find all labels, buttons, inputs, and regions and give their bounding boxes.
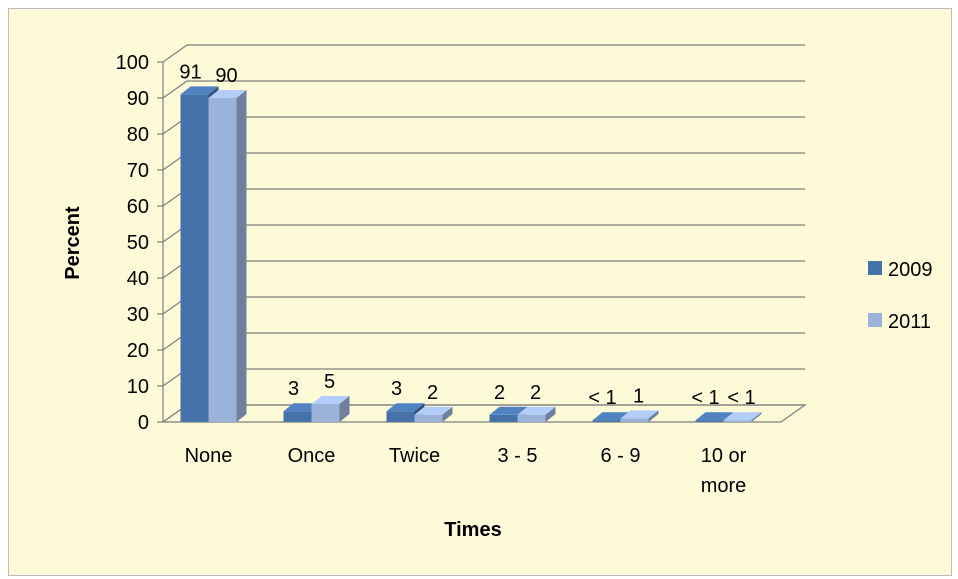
legend: 2009 2011 [868,259,933,333]
bar-front [517,414,546,422]
data-label: < 1 [691,387,719,409]
legend-item-2009: 2009 [868,259,933,281]
bar-top [208,90,247,98]
data-label: 91 [179,61,201,83]
gridline [162,224,805,243]
bar-front [180,94,209,423]
category-label: Twice [389,445,440,467]
bar-top [180,86,219,95]
category-label: 3 - 5 [497,445,537,467]
y-tick-label: 40 [127,268,149,290]
bar-top [695,412,734,421]
data-label: 1 [633,385,644,407]
bar-top [311,396,350,404]
chart-walls [161,62,807,423]
category-label: Once [288,445,336,467]
bar-side [339,396,350,422]
bar-front [723,420,752,422]
y-tick-label: 10 [127,376,149,398]
gridline [162,332,805,351]
bar-2011-3 [517,406,556,422]
category-labels: None Once Twice 3 - 5 6 - 9 10 or more [185,445,747,497]
bar-side [751,412,762,422]
gridlines [157,44,805,423]
bar-top [386,403,425,412]
y-tick-label: 100 [116,52,149,74]
data-label: 5 [324,371,335,393]
y-tick-label: 50 [127,232,149,254]
bar-front [386,411,415,422]
data-label: < 1 [588,387,616,409]
legend-swatch [868,313,882,327]
chart-area [8,8,952,576]
bar-top [489,406,528,415]
data-labels: 91 90 3 5 3 2 2 2 < 1 1 < 1 < 1 [179,61,755,409]
bar-side [545,406,556,422]
data-label: 3 [288,378,299,400]
gridline [162,296,805,315]
bar-side [648,410,659,422]
bar-front [283,411,312,422]
bar-2011-5 [723,412,762,422]
bars [180,86,762,423]
bar-side [442,406,453,422]
bar-front [311,404,340,422]
x-axis-title: Times [444,519,501,541]
bar-2011-1 [311,396,350,422]
bar-side [236,90,247,422]
y-tick-label: 70 [127,160,149,182]
data-label: 90 [215,65,237,87]
gridline [162,116,805,135]
y-tick-label: 90 [127,88,149,110]
bar-front [592,420,621,422]
gridline [162,152,805,171]
gridline [162,80,805,99]
gridline [162,188,805,207]
y-tick-label: 30 [127,304,149,326]
data-label: 2 [530,382,541,404]
y-tick-label: 60 [127,196,149,218]
bar-2011-0 [208,90,247,422]
data-label: < 1 [727,387,755,409]
gridline [162,260,805,279]
bar-top [723,412,762,421]
y-axis-title: Percent [62,206,84,280]
y-tick-labels: 0 10 20 30 40 50 60 70 80 90 100 [116,52,149,434]
gridline [162,44,805,63]
data-label: 2 [427,382,438,404]
y-tick-label: 80 [127,124,149,146]
legend-label: 2011 [888,311,931,333]
category-label: None [185,445,233,467]
bar-top [517,406,556,415]
bar-front [489,414,518,422]
y-tick-label: 20 [127,340,149,362]
data-label: 2 [494,382,505,404]
legend-item-2011: 2011 [868,311,931,333]
category-label: more [701,475,747,497]
bar-front [414,414,443,422]
bar-top [414,406,453,415]
bar-2011-4 [620,410,659,422]
bar-top [620,410,659,419]
legend-swatch [868,261,882,275]
category-label: 10 or [701,445,747,467]
bar-2011-2 [414,406,453,422]
gridline [162,368,805,387]
data-label: 3 [391,378,402,400]
legend-label: 2009 [888,259,933,281]
bar-front [620,418,649,422]
y-tick-label: 0 [138,412,149,434]
bar-front [208,98,237,422]
bar-front [695,420,724,422]
category-label: 6 - 9 [600,445,640,467]
